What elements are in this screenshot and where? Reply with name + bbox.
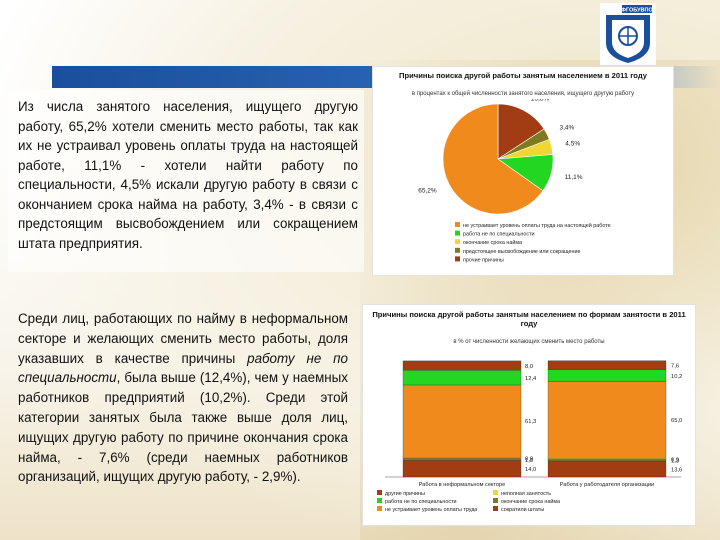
pie-data-label: 3,4% (560, 125, 575, 132)
pie-legend-label: не устраивает уровень оплаты труда на на… (463, 222, 611, 229)
bar-data-label: 13,6 (671, 468, 682, 474)
pie-legend-label: работа не по специальности (463, 232, 535, 238)
paragraph-2-end: , была выше (12,4%), чем у наемных работ… (18, 370, 348, 485)
bar-segment (547, 460, 667, 478)
bar-legend-label: сократили штаты (501, 507, 544, 513)
bar-category-label: Работа у работодателя организации (560, 482, 654, 488)
pie-legend-label: прочие причины (463, 257, 504, 263)
pie-chart-panel: Причины поиска другой работы занятым нас… (372, 66, 674, 276)
legend-swatch (493, 506, 498, 511)
bar-data-label: 14,0 (525, 467, 536, 473)
bar-segment (402, 458, 522, 461)
bar-legend-label: другие причины (385, 491, 425, 497)
bar-data-label: 1,8 (525, 458, 533, 464)
paragraph-2: Среди лиц, работающих по найму в неформа… (18, 309, 348, 487)
bar-segment (547, 381, 667, 459)
legend-swatch (377, 490, 382, 495)
bar-legend-label: не устраивает уровень оплаты труда (385, 507, 477, 513)
university-logo-icon: ФГОБУВПО (600, 3, 656, 65)
legend-swatch (493, 490, 498, 495)
pie-slice (497, 103, 545, 160)
bar-chart-subtitle: в % от численности желающих сменить мест… (453, 339, 605, 345)
bar-segment (402, 457, 522, 459)
legend-swatch (455, 247, 460, 253)
legend-swatch (377, 498, 382, 503)
bar-data-label: 7,6 (671, 364, 679, 370)
text-backdrop (8, 90, 364, 272)
pie-data-label: 15,8% (531, 99, 550, 102)
paragraph-1: Из числа занятого населения, ищущего дру… (18, 99, 358, 251)
legend-swatch (455, 256, 460, 262)
legend-swatch (455, 239, 460, 245)
pie-data-label: 65,2% (418, 188, 437, 195)
bar-category-label: Работа в неформальном секторе (419, 482, 506, 488)
pie-chart-subtitle: в процентах к общей численности занятого… (411, 91, 635, 97)
bar-data-label: 0,9 (671, 457, 679, 463)
bar-data-label: 1,3 (671, 459, 679, 465)
legend-swatch (493, 498, 498, 503)
bar-legend-label: работа не по специальности (385, 499, 457, 505)
bar-data-label: 12,4 (525, 376, 537, 382)
legend-swatch (455, 222, 460, 227)
bar-data-label: 61,3 (525, 419, 536, 425)
bar-data-label: 10,2 (671, 374, 682, 380)
paragraph-2-start: Среди лиц, работающих по найму в неформа… (18, 311, 348, 366)
bar-segment (547, 369, 667, 382)
bar-segment (547, 360, 667, 370)
bar-chart-panel: Причины поиска другой работы занятым нас… (362, 304, 696, 526)
bar-segment (547, 459, 667, 462)
pie-chart-title: Причины поиска другой работы занятым нас… (399, 71, 647, 80)
bar-data-label: 0,9 (525, 456, 533, 462)
bar-data-label: 65,0 (671, 418, 682, 424)
bar-segment (547, 458, 667, 460)
bar-data-label: 8,0 (525, 364, 533, 370)
legend-swatch (455, 230, 460, 236)
paragraph-2-emphasis: работу не по специальности (18, 350, 348, 386)
bar-chart-title: Причины поиска другой работы занятым нас… (372, 310, 686, 328)
bar-legend-label: окончание срока найма (501, 498, 560, 505)
bar-segment (402, 360, 522, 371)
pie-chart: 15,8% 3,4% 4,5% 11,1% 65,2% не устраивает уро… (418, 99, 611, 263)
bar-segment (402, 370, 522, 386)
bar-segment (402, 384, 522, 458)
logo-text: ФГОБУВПО (621, 8, 653, 14)
bar-legend-label: неполная занятость (501, 491, 551, 497)
pie-slice (442, 103, 544, 215)
pie-legend-label: предстоящее высвобождение или сокращение (463, 249, 580, 255)
bar-segment (402, 460, 522, 478)
pie-data-label: 11,1% (565, 174, 583, 181)
pie-legend-label: окончание срока найма (463, 239, 522, 246)
legend-swatch (377, 506, 382, 511)
pie-data-label: 4,5% (565, 141, 580, 148)
